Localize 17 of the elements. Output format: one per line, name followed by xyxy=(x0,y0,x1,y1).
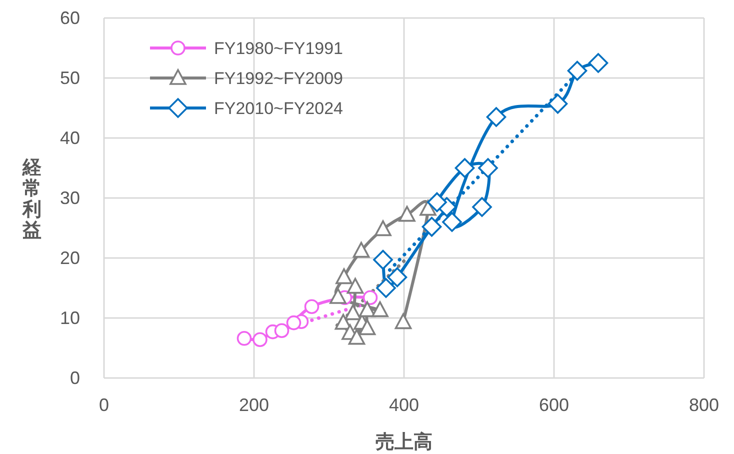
y-tick-label: 10 xyxy=(60,308,80,328)
x-axis-title: 売上高 xyxy=(376,431,432,453)
x-tick-label: 600 xyxy=(538,395,570,415)
y-axis-title: 経常利益 xyxy=(22,158,42,242)
y-tick-label: 40 xyxy=(60,128,80,148)
x-tick-label: 800 xyxy=(688,395,720,415)
legend-label: FY1992~FY2009 xyxy=(214,69,344,88)
x-tick-label: 400 xyxy=(388,395,420,415)
y-tick-label: 50 xyxy=(60,68,80,88)
y-tick-label: 60 xyxy=(60,8,80,28)
x-tick-label: 200 xyxy=(238,395,270,415)
y-tick-label: 20 xyxy=(60,248,80,268)
y-tick-label: 30 xyxy=(60,188,80,208)
y-tick-label: 0 xyxy=(70,368,80,388)
legend-label: FY2010~FY2024 xyxy=(214,99,344,118)
x-tick-label: 0 xyxy=(98,395,110,415)
legend-label: FY1980~FY1991 xyxy=(214,39,344,58)
